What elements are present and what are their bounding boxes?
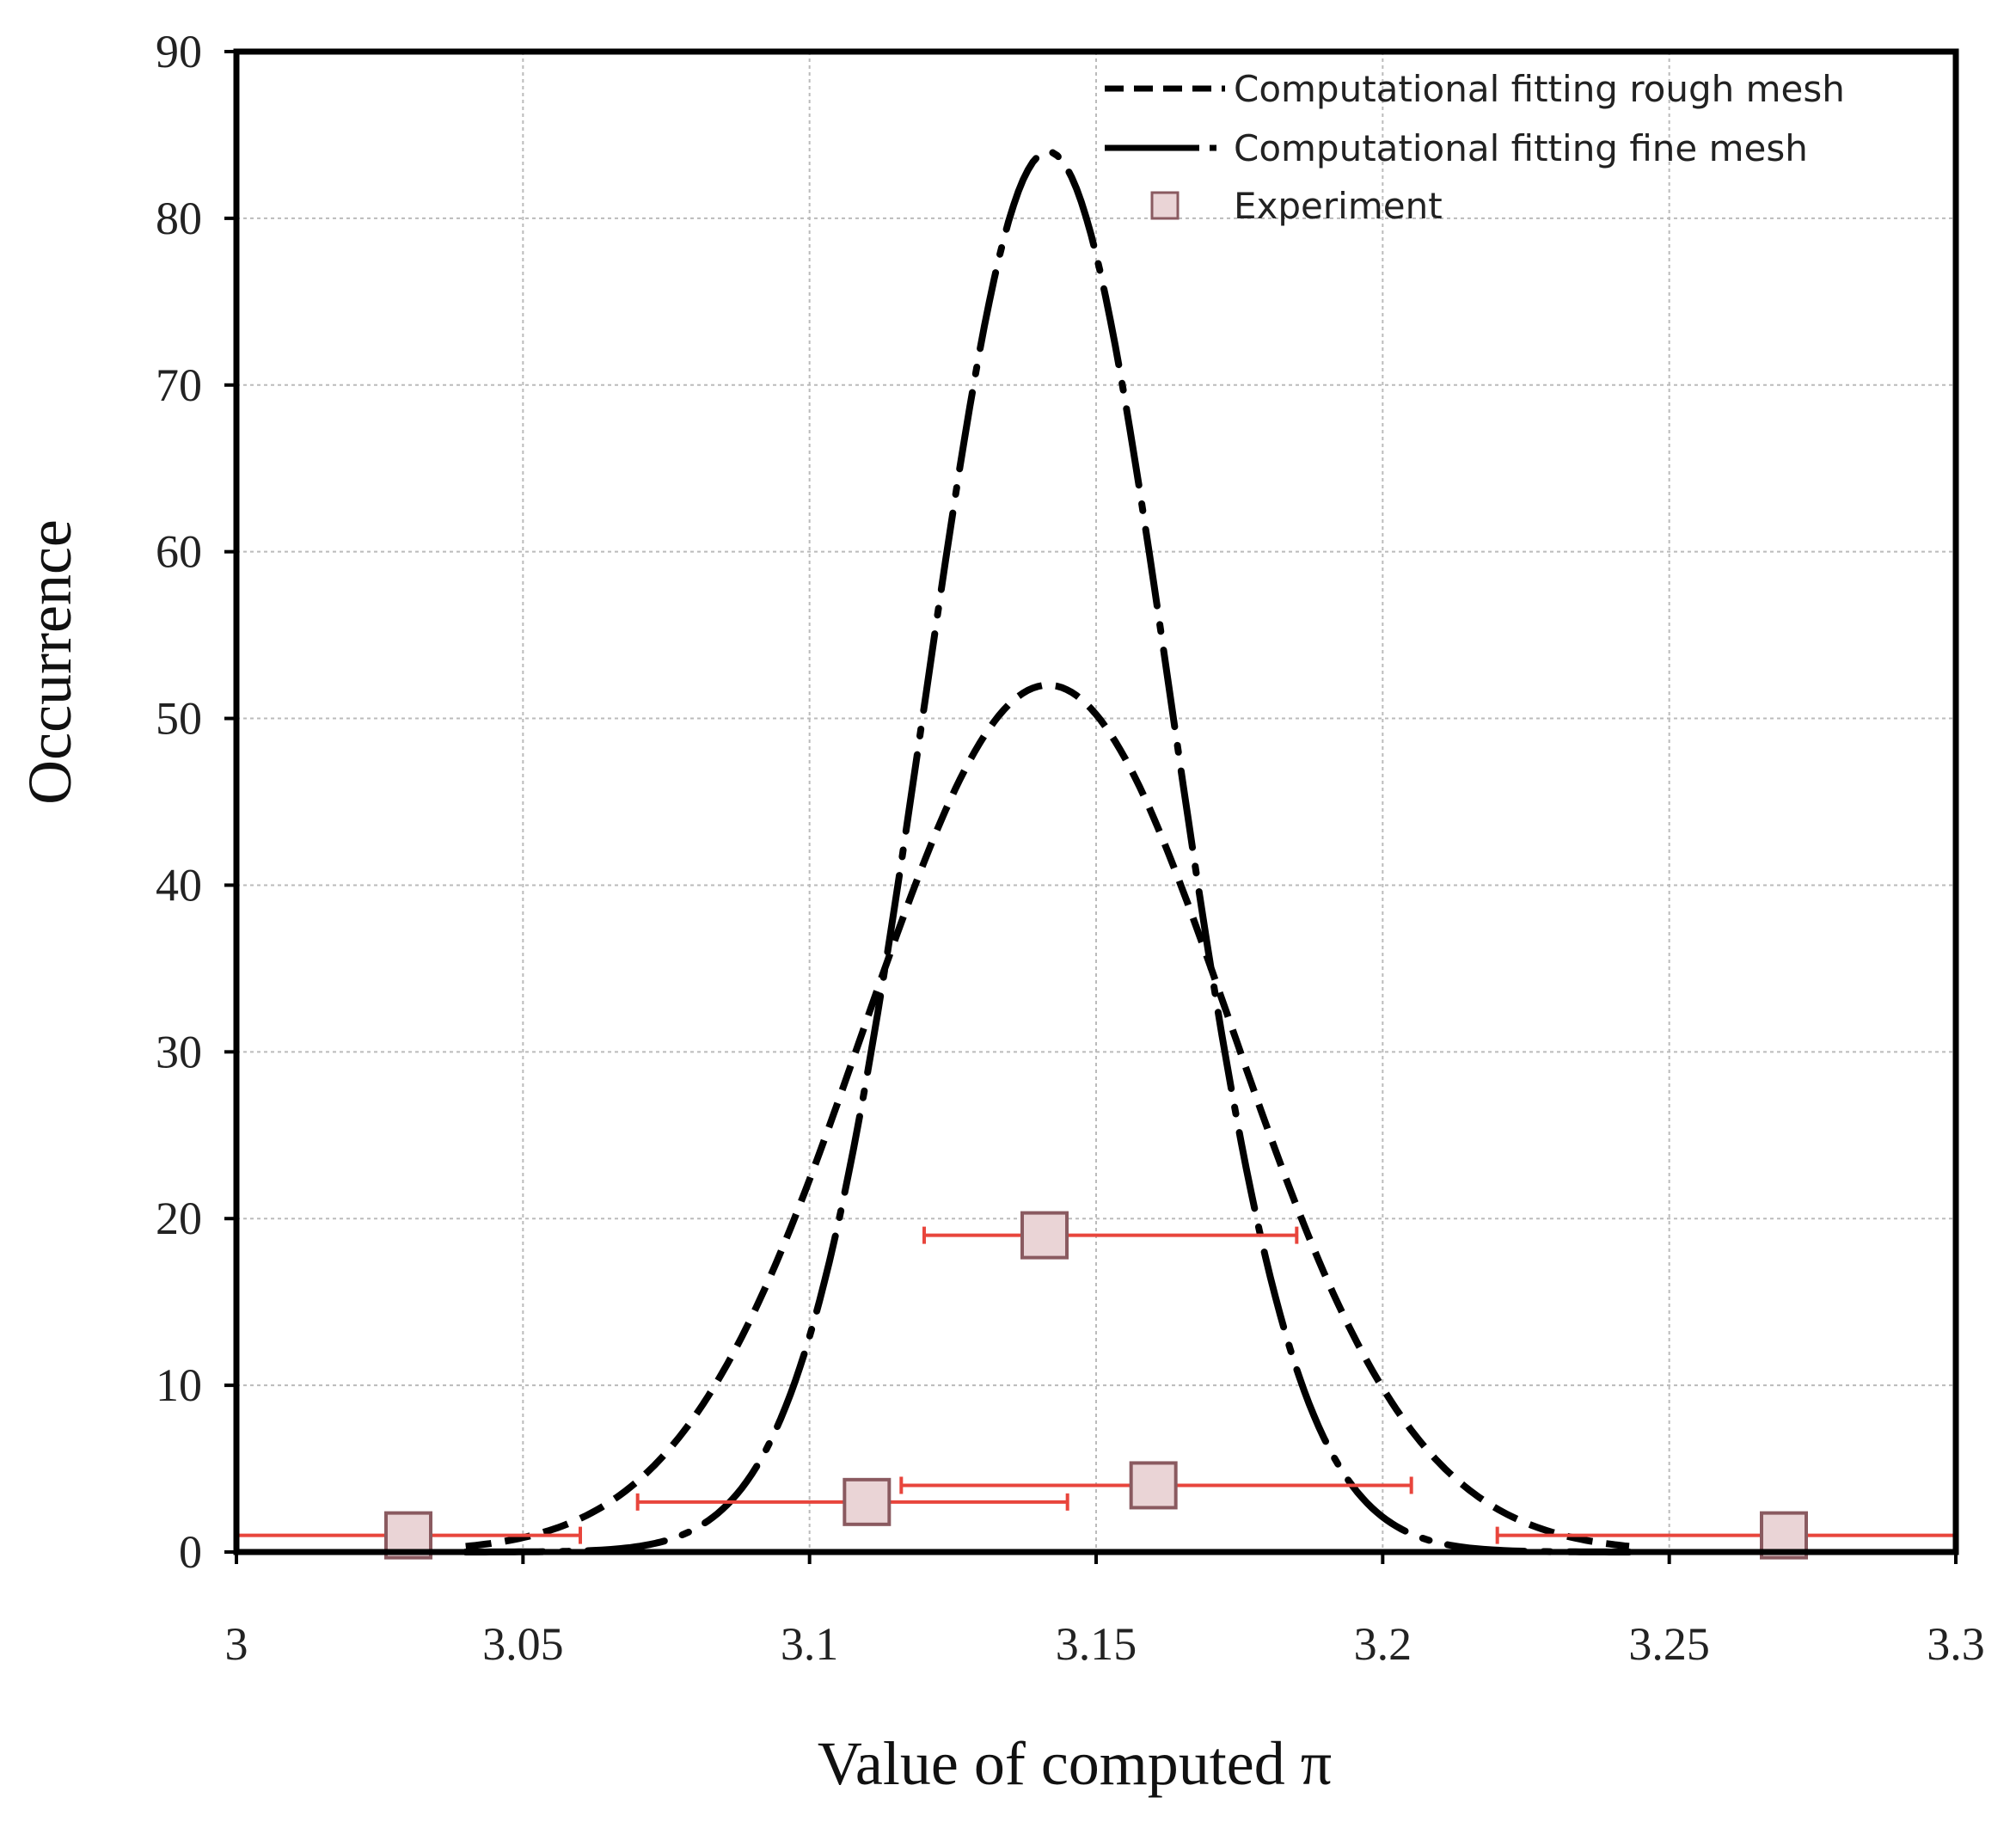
y-tick-label: 0: [179, 1526, 202, 1578]
x-axis-title: Value of computed π: [818, 1729, 1332, 1798]
y-tick-label: 30: [156, 1026, 202, 1077]
x-tick-label: 3.25: [1628, 1618, 1710, 1670]
legend: Computational fitting rough mesh Computa…: [1105, 68, 1845, 227]
legend-marker-experiment: [1150, 191, 1180, 220]
y-tick-label: 60: [156, 526, 202, 578]
experiment-point: [1129, 1461, 1178, 1510]
series-layer: [235, 148, 1958, 1560]
legend-label-experiment: Experiment: [1234, 185, 1443, 227]
x-tick-label: 3.15: [1056, 1618, 1137, 1670]
series-line-fine-mesh: [462, 148, 1633, 1555]
y-axis-title: Occurrence: [15, 519, 84, 805]
experiment-point: [843, 1477, 892, 1526]
y-tick-label: 10: [156, 1359, 202, 1411]
y-tick-label: 40: [156, 859, 202, 911]
legend-label-rough-mesh: Computational fitting rough mesh: [1234, 68, 1845, 110]
legend-label-fine-mesh: Computational fitting fine mesh: [1234, 127, 1808, 169]
y-tick-label: 80: [156, 193, 202, 244]
y-tick-label: 50: [156, 693, 202, 745]
x-tick-label: 3.05: [482, 1618, 564, 1670]
axes: [224, 48, 1959, 1564]
x-tick-label: 3: [225, 1618, 248, 1670]
y-tick-label: 70: [156, 359, 202, 411]
x-tick-label: 3.1: [781, 1618, 839, 1670]
y-tick-label: 20: [156, 1193, 202, 1244]
y-tick-label: 90: [156, 26, 202, 77]
tick-labels: 3 3.05 3.1 3.15 3.2 3.25 3.3 0 10 20 30 40 50 60 70 80 9…: [156, 26, 1985, 1670]
series-line-rough-mesh: [465, 681, 1630, 1550]
x-tick-label: 3.2: [1354, 1618, 1412, 1670]
experiment-point: [1020, 1211, 1069, 1260]
x-tick-label: 3.3: [1927, 1618, 1985, 1670]
